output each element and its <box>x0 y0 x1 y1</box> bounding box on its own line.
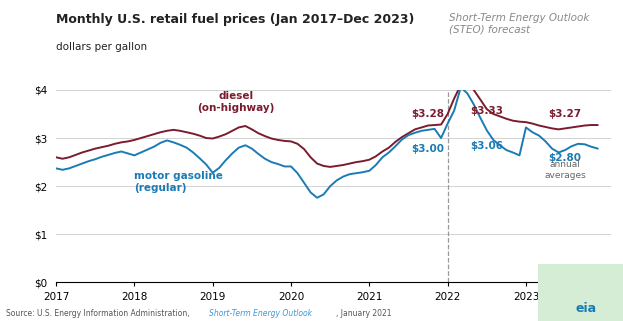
Text: eia: eia <box>575 302 596 315</box>
Text: $3.33: $3.33 <box>470 106 503 116</box>
Text: $3.27: $3.27 <box>549 109 582 119</box>
Text: annual
averages: annual averages <box>545 160 586 180</box>
Text: $3.00: $3.00 <box>412 144 445 154</box>
Text: Short-Term Energy Outlook
(STEO) forecast: Short-Term Energy Outlook (STEO) forecas… <box>449 13 589 34</box>
Text: Monthly U.S. retail fuel prices (Jan 2017–Dec 2023): Monthly U.S. retail fuel prices (Jan 201… <box>56 13 414 26</box>
Text: Short-Term Energy Outlook: Short-Term Energy Outlook <box>209 309 312 318</box>
Text: motor gasoline
(regular): motor gasoline (regular) <box>135 171 223 193</box>
Text: $3.28: $3.28 <box>412 109 445 119</box>
Text: , January 2021: , January 2021 <box>336 309 392 318</box>
Text: diesel
(on-highway): diesel (on-highway) <box>197 91 275 113</box>
Text: Source: U.S. Energy Information Administration,: Source: U.S. Energy Information Administ… <box>6 309 193 318</box>
Text: dollars per gallon: dollars per gallon <box>56 42 147 52</box>
Text: $3.06: $3.06 <box>470 141 503 151</box>
Text: $2.80: $2.80 <box>549 153 582 163</box>
